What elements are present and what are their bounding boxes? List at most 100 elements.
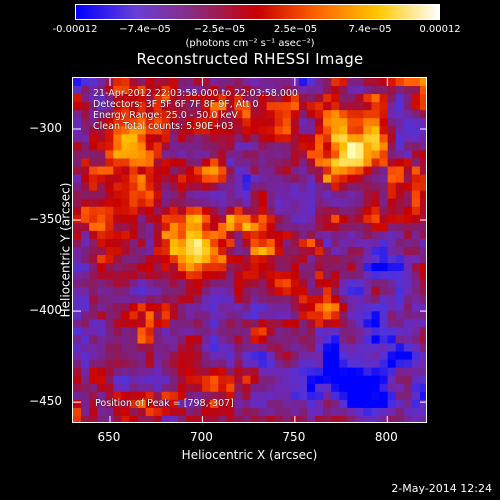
heatmap-cell [73, 102, 82, 111]
heatmap-cell [411, 303, 421, 312]
heatmap-cell [121, 367, 131, 377]
heatmap-cell [153, 279, 163, 288]
heatmap-cell [97, 271, 106, 280]
heatmap-cell [194, 166, 203, 176]
heatmap-cell [250, 94, 260, 103]
heatmap-cell [145, 214, 155, 224]
heatmap-cell [387, 150, 397, 160]
heatmap-cell [298, 198, 308, 208]
heatmap-cell [89, 391, 98, 401]
heatmap-cell [89, 214, 98, 224]
info-detectors: Detectors: 3F 5F 6F 7F 8F 9F, Att 0 [93, 99, 259, 110]
heatmap-cell [395, 343, 405, 353]
heatmap-cell [145, 94, 155, 103]
heatmap-cell [194, 86, 203, 95]
heatmap-cell [218, 351, 227, 361]
heatmap-cell [266, 190, 276, 200]
heatmap-cell [266, 198, 276, 208]
heatmap-cell [250, 166, 260, 176]
heatmap-cell [202, 238, 211, 248]
heatmap-cell [347, 335, 356, 345]
heatmap-cell [339, 263, 348, 272]
heatmap-cell [395, 142, 405, 152]
heatmap-cell [379, 174, 389, 184]
heatmap-cell [315, 206, 324, 216]
heatmap-cell [250, 415, 260, 422]
heatmap-cell [371, 94, 381, 103]
heatmap-cell [137, 263, 147, 272]
heatmap-cell [202, 407, 211, 417]
heatmap-cell [315, 287, 324, 296]
heatmap-cell [145, 230, 155, 240]
colorbar-units-label: (photons cm⁻² s⁻¹ asec⁻²) [185, 38, 315, 49]
heatmap-cell [161, 230, 171, 240]
heatmap-cell [226, 375, 235, 385]
heatmap-cell [194, 415, 203, 422]
heatmap-cell [411, 158, 421, 168]
heatmap-cell [250, 359, 260, 369]
heatmap-cell [363, 359, 373, 369]
heatmap-cell [403, 407, 413, 417]
heatmap-cell [395, 222, 405, 232]
heatmap-cell [258, 158, 268, 168]
heatmap-cell [113, 279, 123, 288]
heatmap-cell [234, 351, 244, 361]
heatmap-cell [121, 158, 131, 168]
heatmap-cell [315, 391, 324, 401]
heatmap-cell [73, 86, 82, 95]
heatmap-cell [97, 158, 106, 168]
heatmap-cell [347, 407, 356, 417]
heatmap-cell [266, 319, 276, 329]
heatmap-cell [387, 86, 397, 95]
heatmap-cell [403, 206, 413, 216]
heatmap-cell [371, 351, 381, 361]
heatmap-cell [97, 303, 106, 312]
heatmap-cell [234, 415, 244, 422]
heatmap-cell [395, 78, 405, 87]
heatmap-cell [97, 367, 106, 377]
heatmap-cell [210, 255, 219, 264]
heatmap-cell [419, 255, 426, 264]
heatmap-cell [121, 78, 131, 87]
heatmap-cell [194, 110, 203, 119]
heatmap-cell [306, 391, 316, 401]
heatmap-cell [298, 303, 308, 312]
heatmap-cell [202, 166, 211, 176]
heatmap-cell [185, 415, 195, 422]
heatmap-cell [202, 303, 211, 312]
x-tick-label: 700 [189, 430, 213, 444]
heatmap-cell [355, 110, 365, 119]
heatmap-cell [210, 150, 219, 160]
heatmap-cell [73, 391, 82, 401]
heatmap-cell [298, 206, 308, 216]
heatmap-cell [177, 86, 187, 95]
heatmap-cell [411, 407, 421, 417]
heatmap-cell [89, 238, 98, 248]
heatmap-cell [355, 383, 365, 393]
heatmap-cell [113, 375, 123, 385]
heatmap-cell [169, 255, 179, 264]
heatmap-cell [161, 279, 171, 288]
heatmap-cell [81, 118, 90, 127]
heatmap-cell [145, 158, 155, 168]
heatmap-cell [323, 303, 332, 312]
heatmap-cell [274, 246, 284, 256]
heatmap-cell [242, 351, 252, 361]
heatmap-cell [403, 246, 413, 256]
heatmap-cell [129, 102, 139, 111]
heatmap-cell [169, 110, 179, 119]
heatmap-cell [153, 375, 163, 385]
heatmap-cell [169, 238, 179, 248]
heatmap-cell [355, 94, 365, 103]
heatmap-cell [323, 367, 332, 377]
heatmap-cell [121, 295, 131, 304]
heatmap-cell [234, 335, 244, 345]
heatmap-cell [363, 311, 373, 320]
heatmap-cell [331, 182, 340, 192]
heatmap-cell [97, 375, 106, 385]
heatmap-cell [258, 343, 268, 353]
heatmap-cell [145, 303, 155, 312]
heatmap-cell [419, 246, 426, 256]
heatmap-cell [129, 279, 139, 288]
heatmap-cell [81, 399, 90, 409]
